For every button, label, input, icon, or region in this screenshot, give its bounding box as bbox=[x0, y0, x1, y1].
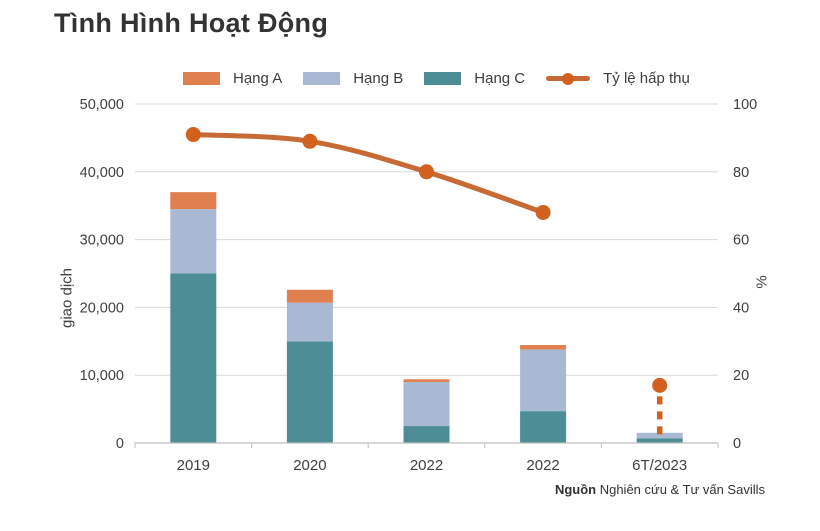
bar-segment bbox=[520, 349, 567, 412]
x-category-label: 2022 bbox=[410, 457, 443, 474]
page-title: Tình Hình Hoạt Động bbox=[54, 8, 329, 38]
absorption-point bbox=[302, 133, 318, 149]
source-note: Nguồn Nghiên cứu & Tư vấn Savills bbox=[555, 482, 765, 497]
y-axis-title-left: giao dịch bbox=[58, 267, 76, 329]
y-right-tick-label: 80 bbox=[733, 165, 749, 181]
chart-legend: Hạng A Hạng B Hạng C Tỷ lệ hấp thụ bbox=[183, 70, 690, 87]
legend-label: Hạng C bbox=[474, 70, 526, 87]
absorption-line bbox=[190, 132, 546, 215]
y-left-tick-label: 50,000 bbox=[80, 97, 124, 113]
bar-segment bbox=[520, 411, 567, 443]
legend-label: Hạng B bbox=[353, 70, 404, 87]
bar-segment bbox=[403, 379, 450, 382]
y-left-tick-label: 0 bbox=[116, 436, 124, 452]
bar-segment bbox=[520, 345, 567, 350]
y-left-tick-label: 30,000 bbox=[80, 233, 124, 249]
y-right-tick-label: 40 bbox=[733, 300, 749, 316]
bar-segment bbox=[403, 381, 450, 427]
y-left-tick-label: 10,000 bbox=[80, 368, 124, 384]
legend-item-hang-a: Hạng A bbox=[183, 70, 282, 87]
source-text: Nghiên cứu & Tư vấn Savills bbox=[596, 482, 765, 497]
bar-segment bbox=[170, 192, 217, 210]
y-right-tick-label: 20 bbox=[733, 368, 749, 384]
legend-item-absorption: Tỷ lệ hấp thụ bbox=[546, 70, 690, 87]
y-left-tick-label: 40,000 bbox=[80, 165, 124, 181]
legend-label: Hạng A bbox=[233, 70, 283, 87]
x-category-label: 6T/2023 bbox=[632, 457, 687, 474]
bar-segment bbox=[286, 289, 333, 303]
bar-segment bbox=[286, 302, 333, 342]
hang-c-swatch-icon bbox=[424, 72, 462, 85]
legend-item-hang-c: Hạng C bbox=[424, 70, 525, 87]
bar-segment bbox=[403, 426, 450, 443]
y-right-tick-label: 100 bbox=[733, 97, 757, 113]
x-category-label: 2022 bbox=[526, 457, 559, 474]
absorption-point bbox=[185, 127, 201, 143]
absorption-point bbox=[535, 204, 551, 220]
absorption-line-icon bbox=[546, 72, 591, 85]
y-right-tick-label: 60 bbox=[733, 233, 749, 249]
absorption-point bbox=[419, 164, 434, 180]
bar-segment bbox=[636, 432, 683, 439]
absorption-point bbox=[652, 377, 668, 393]
x-category-label: 2020 bbox=[293, 457, 326, 474]
source-label: Nguồn bbox=[554, 482, 597, 497]
bar-segment bbox=[286, 341, 333, 443]
bar-segment bbox=[636, 438, 683, 443]
legend-item-hang-b: Hạng B bbox=[303, 70, 403, 87]
y-axis-title-right: % bbox=[753, 275, 771, 289]
y-left-tick-label: 20,000 bbox=[80, 300, 124, 316]
bar-segment bbox=[170, 273, 217, 443]
hang-a-swatch-icon bbox=[183, 72, 220, 85]
hang-b-swatch-icon bbox=[303, 72, 341, 85]
legend-label: Tỷ lệ hấp thụ bbox=[603, 70, 690, 87]
absorption-dot-icon bbox=[562, 72, 575, 85]
x-category-label: 2019 bbox=[177, 457, 210, 474]
y-right-tick-label: 0 bbox=[733, 436, 741, 452]
bar-segment bbox=[170, 209, 217, 274]
